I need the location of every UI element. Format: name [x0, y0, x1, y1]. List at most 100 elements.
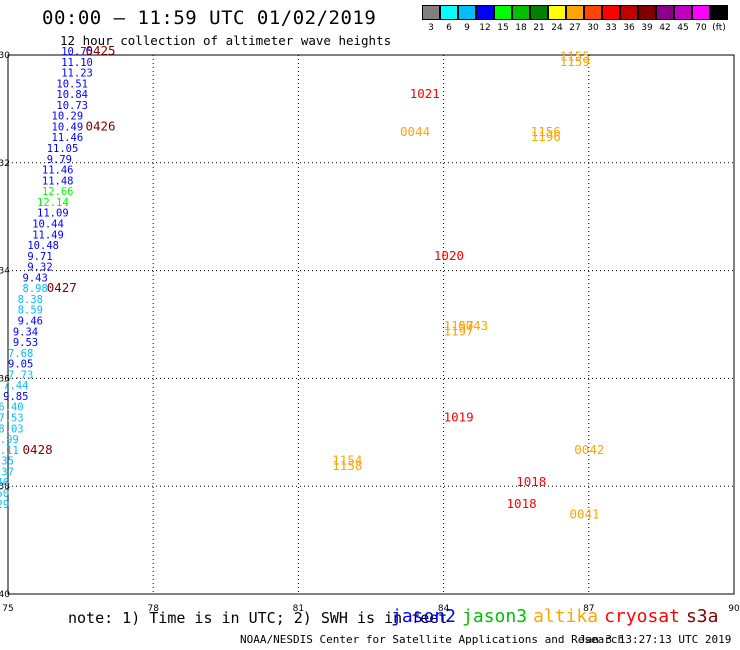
color-swatch: [566, 5, 584, 20]
pass-time-label: 0428: [23, 442, 53, 457]
color-scale-label: 36: [623, 23, 635, 33]
color-swatch: [620, 5, 638, 20]
color-swatch: [512, 5, 530, 20]
wave-height-label: 9.85: [3, 391, 28, 403]
wave-height-label: 9.46: [18, 316, 43, 328]
x-tick-label: 81: [293, 604, 304, 614]
wave-height-label: 11.10: [61, 57, 93, 69]
color-scale-label: 30: [587, 23, 599, 33]
wave-height-label: 8.50: [0, 488, 9, 500]
wave-height-label: 8.59: [18, 305, 43, 317]
wave-height-label: 10.44: [32, 218, 64, 230]
color-swatch: [548, 5, 566, 20]
wave-height-label: 7.37: [0, 466, 14, 478]
wave-height-label: 7.35: [0, 456, 14, 468]
color-scale-label: 24: [551, 23, 563, 33]
y-tick-label: -34: [0, 267, 10, 277]
pass-time-label: 1155: [560, 48, 590, 63]
chart-title: 00:00 – 11:59 UTC 01/02/2019: [42, 7, 377, 29]
pass-time-label: 1196: [531, 129, 561, 144]
wave-height-label: 11.46: [42, 165, 74, 177]
wave-height-label: 8.99: [0, 434, 19, 446]
pass-time-label: 0044: [400, 124, 430, 139]
color-swatch: [584, 5, 602, 20]
legend-item-s3a: s3a: [685, 606, 719, 627]
color-swatch: [476, 5, 494, 20]
pass-time-label: 1019: [444, 410, 474, 425]
color-swatch: [440, 5, 458, 20]
wave-height-label: 6.40: [0, 402, 24, 414]
wave-height-label: 8.98: [23, 283, 48, 295]
color-scale-label: 9: [464, 23, 470, 33]
color-scale-label: 3: [428, 23, 434, 33]
footer-credit: NOAA/NESDIS Center for Satellite Applica…: [240, 633, 625, 646]
color-swatch: [494, 5, 512, 20]
color-swatch: [656, 5, 674, 20]
plot-frame: [7, 54, 735, 595]
y-tick-label: -30: [0, 51, 10, 61]
wave-height-label: 9.32: [27, 262, 52, 274]
pass-time-label: 0427: [47, 280, 77, 295]
color-scale-label: 45: [677, 23, 689, 33]
color-swatch: [692, 5, 710, 20]
color-swatch: [638, 5, 656, 20]
color-scale-label: 12: [479, 23, 491, 33]
wave-height-label: 12.14: [37, 197, 69, 209]
wave-height-label: 7.53: [0, 413, 24, 425]
pass-time-label: 1154: [332, 453, 362, 468]
pass-time-label: 1159: [560, 54, 590, 69]
wave-height-label: 10.49: [52, 121, 84, 133]
wave-height-label: 6.29: [0, 499, 9, 511]
wave-height-label: 11.46: [52, 132, 84, 144]
color-scale-label: 21: [533, 23, 545, 33]
x-tick-label: 90: [728, 604, 740, 614]
pass-time-label: 1021: [410, 86, 440, 101]
pass-time-label: 0042: [574, 442, 604, 457]
y-tick-label: -36: [0, 374, 10, 384]
wave-height-label: 8.03: [0, 423, 24, 435]
y-tick-label: -32: [0, 159, 10, 169]
color-scale-label: 70: [695, 23, 707, 33]
footer: NOAA/NESDIS Center for Satellite Applica…: [240, 633, 731, 646]
x-tick-label: 78: [147, 604, 159, 614]
chart-subtitle: 12 hour collection of altimeter wave hei…: [60, 33, 392, 48]
wave-height-label: 7.73: [8, 369, 33, 381]
color-scale-label: 18: [515, 23, 527, 33]
color-scale-label: 6: [446, 23, 452, 33]
wave-height-label: 11.23: [61, 68, 93, 80]
wave-height-label: 10.75: [61, 46, 93, 58]
wave-height-label: 9.43: [23, 272, 48, 284]
wave-height-label: 12.66: [42, 186, 74, 198]
pass-time-label: 1020: [434, 248, 464, 263]
wave-height-label: 7.46: [0, 477, 9, 489]
wave-height-label: 10.51: [56, 78, 88, 90]
legend-item-altika: altika: [533, 606, 599, 627]
wave-height-label: 7.44: [3, 380, 28, 392]
wave-height-label: 10.84: [56, 89, 88, 101]
color-scale-label: 15: [497, 23, 509, 33]
legend-item-jason3: jason3: [462, 606, 528, 627]
color-swatch: [674, 5, 692, 20]
x-tick-label: 75: [2, 604, 13, 614]
wave-height-label: 8.38: [18, 294, 43, 306]
color-swatch: [710, 5, 728, 20]
pass-time-label: 0426: [85, 118, 115, 133]
wave-height-label: 8.11: [0, 445, 19, 457]
wave-height-label: 7.68: [8, 348, 33, 360]
pass-time-label: 1018: [507, 496, 537, 511]
footer-timestamp: Jan 3 13:27:13 UTC 2019: [579, 633, 732, 646]
wave-height-label: 10.73: [56, 100, 88, 112]
color-swatch: [530, 5, 548, 20]
wave-height-label: 10.29: [52, 111, 84, 123]
pass-time-label: 1158: [332, 458, 362, 473]
color-scale-label: 33: [605, 23, 617, 33]
pass-time-label: 0041: [569, 507, 599, 522]
wave-height-label: 9.05: [8, 359, 33, 371]
chart-note: note: 1) Time is in UTC; 2) SWH is in fe…: [68, 609, 448, 627]
pass-time-label: 1197: [444, 323, 474, 338]
wave-height-label: 9.53: [13, 337, 38, 349]
y-tick-label: -40: [0, 590, 10, 600]
x-tick-label: 84: [438, 604, 450, 614]
wave-height-label: 9.79: [47, 154, 72, 166]
